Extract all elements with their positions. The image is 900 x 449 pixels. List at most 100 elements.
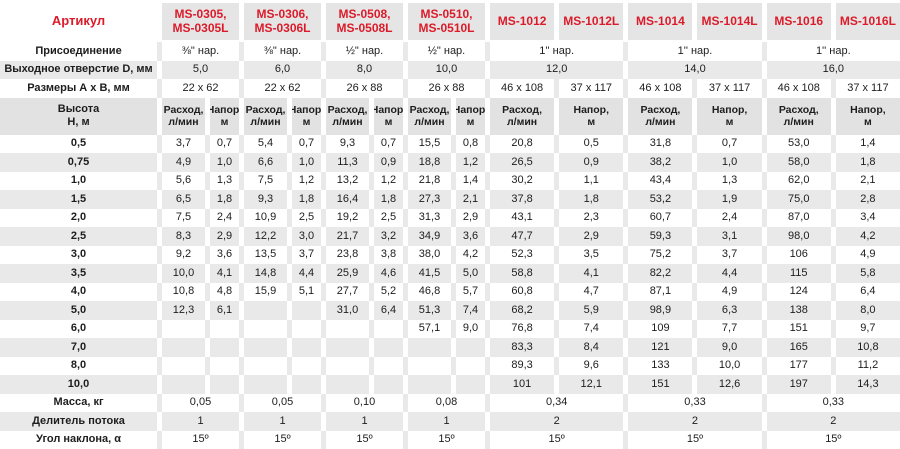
head-value-cell — [292, 319, 321, 338]
head-value-cell: 7,4 — [559, 319, 624, 338]
head-value-cell: 10,8 — [835, 338, 900, 357]
flow-value-cell — [244, 319, 287, 338]
flow-value-cell: 37,8 — [490, 190, 555, 209]
row-label: Размеры А x В, мм — [0, 79, 157, 98]
outlet-value: 16,0 — [766, 60, 900, 79]
divider-value: 1 — [162, 412, 239, 431]
flow-value-cell: 3,7 — [162, 134, 205, 153]
head-value-cell: 4,8 — [210, 282, 239, 301]
flow-value-cell: 38,2 — [628, 153, 693, 172]
connection-value: 1'' нар. — [766, 42, 900, 61]
head-value-cell: 4,1 — [210, 264, 239, 283]
flow-divider-row: Делитель потока 1 1 1 1 2 2 2 — [0, 412, 900, 431]
divider-value: 2 — [490, 412, 624, 431]
flow-value-cell — [326, 375, 369, 394]
height-data-row: 0,75 4,9 1,0 6,6 1,0 11,3 0,9 18,8 1,2 26,5 0,9 38,… — [0, 153, 900, 172]
outlet-value: 6,0 — [244, 60, 321, 79]
flow-value-cell: 101 — [490, 375, 555, 394]
flow-value-cell: 10,0 — [162, 264, 205, 283]
height-data-row: 10,0 101 12,1 151 12,6 197 14,3 — [0, 375, 900, 394]
head-value-cell: 0,7 — [374, 134, 403, 153]
head-value-cell: 4,2 — [456, 245, 485, 264]
flow-value-cell — [244, 356, 287, 375]
head-value-cell: 1,0 — [292, 153, 321, 172]
divider-value: 2 — [766, 412, 900, 431]
flow-value-cell: 106 — [766, 245, 831, 264]
flow-value-cell: 98,9 — [628, 301, 693, 320]
flow-label: Расход, л/мин — [244, 97, 287, 135]
head-value-cell: 0,9 — [559, 153, 624, 172]
head-value-cell: 4,6 — [374, 264, 403, 283]
head-value-cell: 1,3 — [210, 171, 239, 190]
head-value-cell — [456, 375, 485, 394]
head-value-cell: 1,2 — [456, 153, 485, 172]
height-cell: 0,75 — [0, 153, 157, 172]
flow-value-cell: 151 — [628, 375, 693, 394]
head-value-cell — [292, 375, 321, 394]
flow-value-cell: 109 — [628, 319, 693, 338]
outlet-value: 14,0 — [628, 60, 762, 79]
head-value-cell: 2,5 — [374, 208, 403, 227]
flow-value-cell: 12,3 — [162, 301, 205, 320]
head-value-cell: 4,1 — [559, 264, 624, 283]
flow-value-cell: 83,3 — [490, 338, 555, 357]
head-value-cell: 1,8 — [292, 190, 321, 209]
head-value-cell: 0,7 — [292, 134, 321, 153]
angle-value: 15º — [766, 430, 900, 449]
product-header-ms-1014l: MS-1014L — [697, 3, 762, 40]
outlet-value: 12,0 — [490, 60, 624, 79]
angle-value: 15º — [244, 430, 321, 449]
flow-label: Расход, л/мин — [490, 97, 555, 135]
mass-value: 0,34 — [490, 393, 624, 412]
head-value-cell: 3,5 — [559, 245, 624, 264]
head-value-cell: 5,0 — [456, 264, 485, 283]
flow-value-cell: 124 — [766, 282, 831, 301]
head-value-cell: 1,4 — [835, 134, 900, 153]
dimensions-value: 26 x 88 — [326, 79, 403, 98]
flow-value-cell: 27,7 — [326, 282, 369, 301]
head-value-cell: 2,4 — [697, 208, 762, 227]
head-value-cell: 7,4 — [456, 301, 485, 320]
height-data-row: 5,0 12,3 6,1 31,0 6,4 51,3 7,4 68,2 5,9 98,9 6,3 13… — [0, 301, 900, 320]
head-value-cell: 0,5 — [559, 134, 624, 153]
height-cell: 2,5 — [0, 227, 157, 246]
flow-value-cell: 51,3 — [408, 301, 451, 320]
height-data-row: 3,5 10,0 4,1 14,8 4,4 25,9 4,6 41,5 5,0 58,8 4,1 82… — [0, 264, 900, 283]
angle-value: 15º — [408, 430, 485, 449]
head-value-cell: 4,4 — [292, 264, 321, 283]
head-value-cell: 7,7 — [697, 319, 762, 338]
flow-label: Расход, л/мин — [326, 97, 369, 135]
flow-value-cell: 9,2 — [162, 245, 205, 264]
dimensions-value: 26 x 88 — [408, 79, 485, 98]
flow-value-cell: 58,0 — [766, 153, 831, 172]
flow-value-cell: 165 — [766, 338, 831, 357]
head-value-cell: 3,6 — [210, 245, 239, 264]
head-value-cell: 0,7 — [210, 134, 239, 153]
flow-value-cell: 60,7 — [628, 208, 693, 227]
flow-value-cell: 6,6 — [244, 153, 287, 172]
head-value-cell: 5,7 — [456, 282, 485, 301]
height-cell: 1,0 — [0, 171, 157, 190]
divider-value: 1 — [326, 412, 403, 431]
flow-value-cell — [326, 338, 369, 357]
flow-value-cell: 87,0 — [766, 208, 831, 227]
head-value-cell: 0,9 — [374, 153, 403, 172]
mass-value: 0,05 — [244, 393, 321, 412]
head-value-cell: 4,9 — [835, 245, 900, 264]
divider-value: 1 — [244, 412, 321, 431]
height-data-row: 1,5 6,5 1,8 9,3 1,8 16,4 1,8 27,3 2,1 37,8 1,8 53,2… — [0, 190, 900, 209]
head-value-cell: 1,2 — [374, 171, 403, 190]
height-cell: 1,5 — [0, 190, 157, 209]
flow-value-cell: 197 — [766, 375, 831, 394]
height-data-row: 3,0 9,2 3,6 13,5 3,7 23,8 3,8 38,0 4,2 52,3 3,5 75,… — [0, 245, 900, 264]
head-value-cell: 2,5 — [292, 208, 321, 227]
outlet-value: 5,0 — [162, 60, 239, 79]
row-label: Угол наклона, α — [0, 430, 157, 449]
head-value-cell: 8,4 — [559, 338, 624, 357]
flow-value-cell: 62,0 — [766, 171, 831, 190]
head-value-cell: 12,6 — [697, 375, 762, 394]
head-value-cell: 3,1 — [697, 227, 762, 246]
flow-value-cell: 68,2 — [490, 301, 555, 320]
head-value-cell: 9,0 — [456, 319, 485, 338]
head-value-cell — [210, 375, 239, 394]
